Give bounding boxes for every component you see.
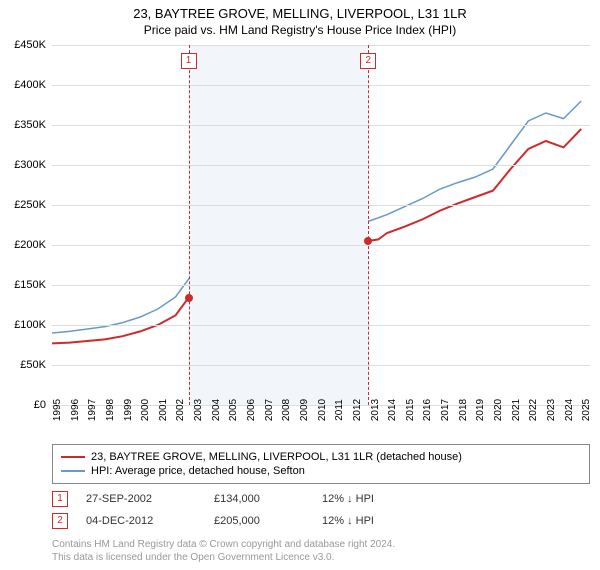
sale-row: 2 04-DEC-2012 £205,000 12% ↓ HPI [52,510,590,532]
sale-marker: 1 [52,491,68,507]
x-tick-label: 2010 [317,399,328,421]
gridline [52,85,590,86]
legend-label: HPI: Average price, detached house, Seft… [91,465,305,477]
chart-container: 23, BAYTREE GROVE, MELLING, LIVERPOOL, L… [0,6,600,564]
x-tick-label: 2012 [352,399,363,421]
chart-subtitle: Price paid vs. HM Land Registry's House … [0,23,600,37]
event-marker: 2 [360,53,376,69]
sale-date: 04-DEC-2012 [86,515,196,527]
gridline [52,285,590,286]
x-axis: 1995199619971998199920002001200220032004… [52,406,590,438]
attribution: Contains HM Land Registry data © Crown c… [52,538,590,564]
attribution-line: This data is licensed under the Open Gov… [52,551,590,564]
sales-table: 1 27-SEP-2002 £134,000 12% ↓ HPI 2 04-DEC-201… [52,488,590,532]
legend-item: HPI: Average price, detached house, Seft… [61,465,581,477]
x-tick-label: 1997 [87,399,98,421]
legend-item: 23, BAYTREE GROVE, MELLING, LIVERPOOL, L… [61,451,581,463]
sale-delta: 12% ↓ HPI [322,515,412,527]
y-tick-label: £400K [14,79,46,91]
x-tick-label: 2025 [581,399,592,421]
y-tick-label: £300K [14,159,46,171]
legend-swatch [61,456,85,458]
sale-price: £205,000 [214,515,304,527]
x-tick-label: 1996 [70,399,81,421]
x-tick-label: 2013 [370,399,381,421]
plot-area: £0£50K£100K£150K£200K£250K£300K£350K£400… [52,45,590,406]
gridline [52,365,590,366]
legend-swatch [61,470,85,472]
x-tick-label: 2005 [228,399,239,421]
legend: 23, BAYTREE GROVE, MELLING, LIVERPOOL, L… [52,444,590,484]
sale-row: 1 27-SEP-2002 £134,000 12% ↓ HPI [52,488,590,510]
x-tick-label: 2016 [422,399,433,421]
x-tick-label: 1999 [123,399,134,421]
x-tick-label: 2019 [475,399,486,421]
x-tick-label: 2011 [334,399,345,421]
x-tick-label: 2000 [140,399,151,421]
x-tick-label: 2007 [264,399,275,421]
gridline [52,245,590,246]
y-tick-label: £450K [14,39,46,51]
x-tick-label: 2001 [158,399,169,421]
x-tick-label: 2008 [281,399,292,421]
chart-title: 23, BAYTREE GROVE, MELLING, LIVERPOOL, L… [0,6,600,21]
gridline [52,165,590,166]
x-tick-label: 2024 [564,399,575,421]
x-tick-label: 2022 [528,399,539,421]
x-tick-label: 2009 [299,399,310,421]
gridline [52,325,590,326]
y-tick-label: £350K [14,119,46,131]
x-tick-label: 1998 [105,399,116,421]
y-tick-label: £200K [14,239,46,251]
sale-marker: 2 [52,513,68,529]
y-tick-label: £50K [20,359,46,371]
y-tick-label: £0 [34,399,46,411]
gridline [52,125,590,126]
event-line [368,45,369,405]
x-tick-label: 2017 [440,399,451,421]
sale-point-marker [364,237,372,245]
x-tick-label: 2015 [405,399,416,421]
x-tick-label: 2020 [493,399,504,421]
sale-delta: 12% ↓ HPI [322,493,412,505]
gridline [52,205,590,206]
attribution-line: Contains HM Land Registry data © Crown c… [52,538,590,551]
x-tick-label: 2021 [511,399,522,421]
y-tick-label: £150K [14,279,46,291]
x-tick-label: 1995 [52,399,63,421]
event-marker: 1 [181,53,197,69]
x-tick-label: 2003 [193,399,204,421]
legend-label: 23, BAYTREE GROVE, MELLING, LIVERPOOL, L… [91,451,462,463]
x-tick-label: 2006 [246,399,257,421]
sale-point-marker [185,294,193,302]
shaded-region [189,45,369,405]
x-tick-label: 2014 [387,399,398,421]
y-tick-label: £250K [14,199,46,211]
sale-price: £134,000 [214,493,304,505]
event-line [189,45,190,405]
y-tick-label: £100K [14,319,46,331]
gridline [52,45,590,46]
x-tick-label: 2002 [175,399,186,421]
x-tick-label: 2018 [458,399,469,421]
x-tick-label: 2004 [211,399,222,421]
sale-date: 27-SEP-2002 [86,493,196,505]
x-tick-label: 2023 [546,399,557,421]
